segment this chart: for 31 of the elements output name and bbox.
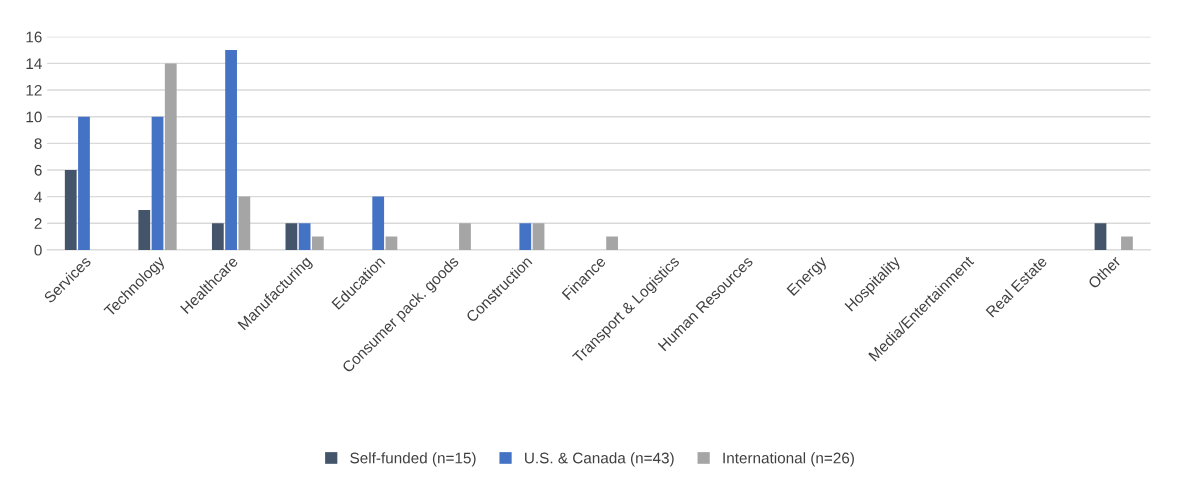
bar <box>78 116 90 250</box>
bar <box>64 169 77 250</box>
y-tick-label: 16 <box>26 31 42 43</box>
bar <box>459 223 471 250</box>
bar <box>385 236 398 250</box>
bar <box>164 63 177 250</box>
bar <box>519 223 532 250</box>
bar <box>1094 223 1107 250</box>
bar <box>151 116 164 250</box>
y-tick-label: 14 <box>26 58 42 69</box>
bar <box>372 196 385 250</box>
y-tick-label: 6 <box>34 164 42 176</box>
legend-label: Self-funded (n=15) <box>350 452 476 467</box>
bar <box>225 50 237 250</box>
bar <box>211 223 224 250</box>
bar <box>298 223 311 250</box>
y-tick-label: 10 <box>26 111 42 123</box>
bar <box>311 236 324 250</box>
y-tick-label: 12 <box>26 84 42 96</box>
bar <box>238 196 251 250</box>
legend-label: International (n=26) <box>723 452 854 467</box>
bar <box>285 223 298 250</box>
bar <box>532 223 545 250</box>
y-tick-label: 2 <box>34 218 42 229</box>
bar <box>606 236 618 250</box>
legend-label: U.S. & Canada (n=43) <box>525 452 674 467</box>
y-tick-label: 4 <box>34 191 42 203</box>
y-tick-label: 8 <box>34 138 42 150</box>
y-tick-label: 0 <box>34 244 42 256</box>
bar <box>138 209 151 250</box>
bar <box>1121 236 1133 250</box>
